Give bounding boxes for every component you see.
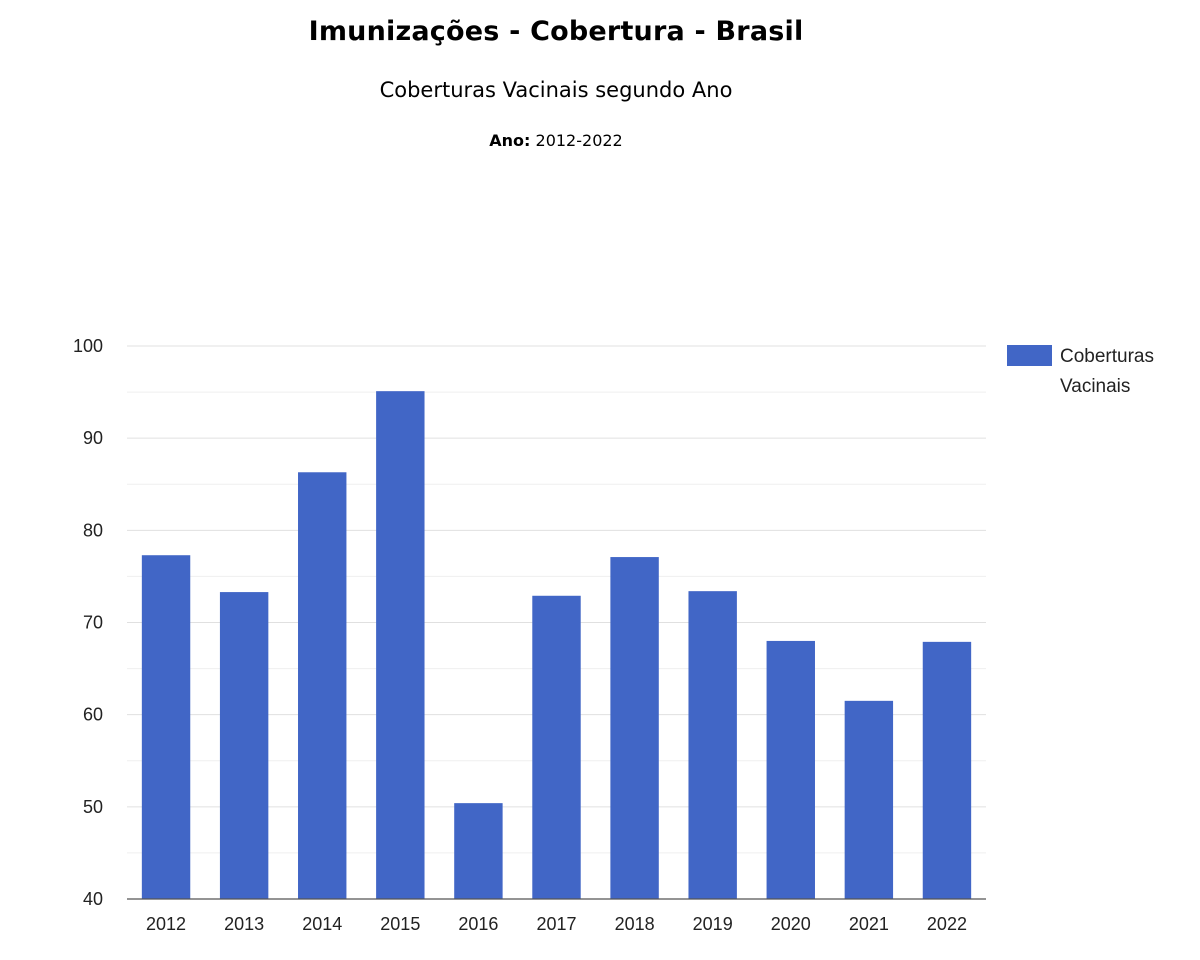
bar-2022 <box>922 641 972 899</box>
y-tick-label: 40 <box>83 889 103 909</box>
bar-2020 <box>766 640 815 899</box>
y-tick-label: 70 <box>83 613 103 633</box>
bar-2018 <box>610 557 659 899</box>
page-subtitle: Coberturas Vacinais segundo Ano <box>379 78 733 102</box>
x-tick-label: 2020 <box>771 914 811 934</box>
bars <box>141 391 972 899</box>
x-tick-label: 2013 <box>224 914 264 934</box>
bar-2013 <box>219 592 269 899</box>
x-tick-label: 2017 <box>536 914 576 934</box>
bar-2015 <box>376 391 425 899</box>
page-title: Imunizações - Cobertura - Brasil <box>308 16 804 47</box>
y-tick-label: 80 <box>83 520 103 540</box>
y-tick-label: 90 <box>83 428 103 448</box>
bar-2016 <box>454 803 503 899</box>
legend: Coberturas Vacinais <box>1007 345 1154 397</box>
gridlines <box>127 345 986 854</box>
bar-2021 <box>844 700 894 899</box>
legend-swatch <box>1007 345 1052 366</box>
period-line: Ano: 2012-2022 <box>0 131 1112 150</box>
y-tick-label: 50 <box>83 797 103 817</box>
legend-label: Coberturas Vacinais <box>1060 346 1154 397</box>
period-value: 2012-2022 <box>535 131 623 150</box>
y-tick-label: 100 <box>73 336 103 356</box>
x-tick-label: 2022 <box>927 914 967 934</box>
x-tick-label: 2018 <box>615 914 655 934</box>
bar-2017 <box>532 595 581 899</box>
x-tick-label: 2012 <box>146 914 186 934</box>
x-tick-label: 2016 <box>458 914 498 934</box>
bar-2012 <box>141 555 191 899</box>
x-tick-label: 2021 <box>849 914 889 934</box>
x-tick-label: 2015 <box>380 914 420 934</box>
bar-2014 <box>298 472 347 899</box>
axes: 40 50 60 70 80 90 100 2012 2013 2014 2015 2016 2017 2… <box>73 336 986 934</box>
x-tick-label: 2014 <box>302 914 342 934</box>
x-tick-label: 2019 <box>693 914 733 934</box>
bar-2019 <box>688 591 737 899</box>
period-label: Ano: <box>489 131 531 150</box>
y-tick-label: 60 <box>83 705 103 725</box>
